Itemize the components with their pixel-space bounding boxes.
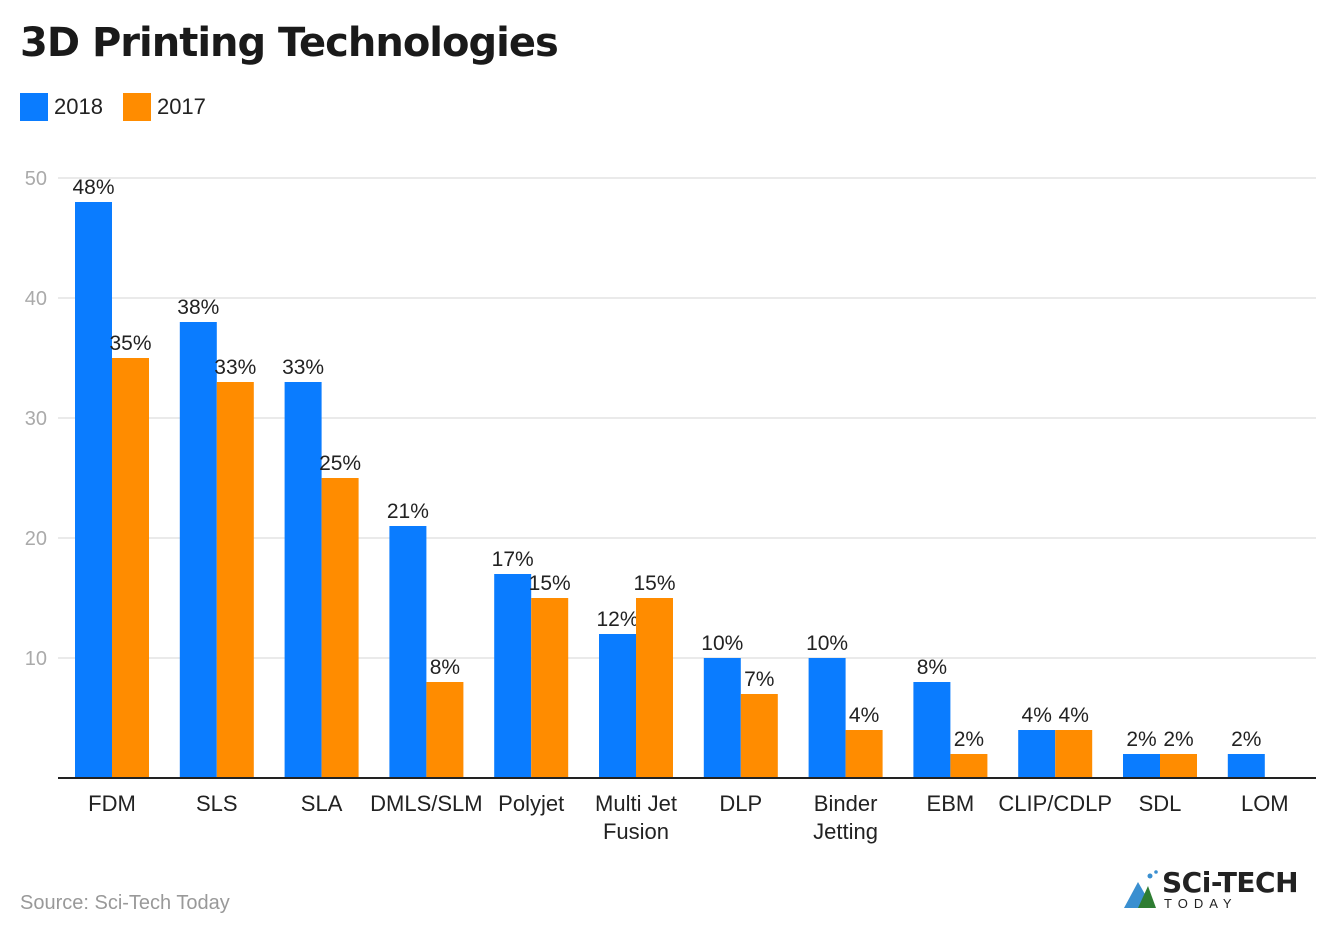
y-tick-label: 40 — [25, 288, 47, 310]
y-tick-label: 50 — [25, 168, 47, 190]
chart-title: 3D Printing Technologies — [20, 20, 559, 66]
x-tick-label: CLIP/CDLP — [998, 791, 1113, 816]
data-label: 2% — [954, 728, 984, 751]
bar-2018 — [1018, 730, 1056, 778]
data-label: 48% — [72, 176, 114, 199]
y-tick-label: 30 — [25, 408, 47, 430]
x-tick-label: FDM — [88, 791, 136, 816]
bar-2018 — [284, 382, 322, 778]
bar-2017 — [740, 694, 778, 778]
logo-text: SCi-TECH — [1162, 866, 1299, 899]
legend: 2018 2017 — [20, 93, 206, 121]
bar-2018 — [1227, 754, 1265, 778]
data-label: 12% — [596, 608, 638, 631]
x-tick-label: SLS — [196, 791, 238, 816]
x-tick-label: SDL — [1138, 791, 1182, 816]
legend-swatch-2017 — [122, 93, 151, 121]
data-label: 4% — [1059, 704, 1089, 727]
data-label: 4% — [1022, 704, 1052, 727]
bar-2018 — [703, 658, 741, 778]
bar-2017 — [426, 682, 464, 778]
x-tick-label: DLP — [719, 791, 763, 816]
x-tick-label: Multi Jet Fusion — [595, 791, 677, 844]
bar-2017 — [321, 478, 359, 778]
bar-2017 — [845, 730, 883, 778]
legend-swatch-2018 — [20, 93, 48, 121]
legend-item-2017: 2017 — [122, 93, 206, 121]
data-label: 10% — [701, 632, 743, 655]
data-label: 15% — [633, 572, 675, 595]
data-label: 8% — [430, 656, 460, 679]
bar-2018 — [1123, 754, 1160, 778]
y-tick-label: 10 — [25, 648, 47, 670]
logo-subtext: TODAY — [1164, 896, 1238, 911]
bar-2017 — [531, 598, 569, 778]
bar-2017 — [112, 358, 149, 778]
bar-2017 — [216, 382, 254, 778]
bar-2017 — [1160, 754, 1197, 778]
bar-2017 — [1055, 730, 1093, 778]
x-tick-label: LOM — [1240, 791, 1289, 816]
data-label: 2% — [1126, 728, 1156, 751]
bar-2018 — [75, 202, 112, 778]
legend-item-2018: 2018 — [20, 93, 103, 121]
data-label: 4% — [849, 704, 879, 727]
bar-2017 — [636, 598, 673, 778]
data-label: 33% — [214, 356, 256, 379]
data-label: 10% — [806, 632, 848, 655]
data-label: 8% — [917, 656, 947, 679]
x-tick-label: EBM — [926, 791, 975, 816]
data-label: 2% — [1231, 728, 1261, 751]
bar-2018 — [808, 658, 846, 778]
x-tick-label: Binder Jetting — [813, 791, 878, 844]
bar-2018 — [494, 574, 532, 778]
bar-2018 — [179, 322, 217, 778]
data-label: 38% — [177, 296, 219, 319]
data-label: 25% — [319, 452, 361, 475]
x-tick-label: DMLS/SLM — [370, 791, 483, 816]
logo-mark-icon — [1124, 870, 1158, 908]
legend-label-2017: 2017 — [156, 94, 206, 119]
sci-tech-logo: SCi-TECH TODAY — [1120, 866, 1300, 914]
data-label: 35% — [109, 332, 151, 355]
data-label: 15% — [529, 572, 571, 595]
source-note: Source: Sci-Tech Today — [20, 892, 230, 914]
x-tick-label: Polyjet — [498, 791, 565, 816]
data-label: 21% — [387, 500, 429, 523]
data-label: 17% — [492, 548, 534, 571]
legend-label-2018: 2018 — [54, 94, 103, 119]
bar-2017 — [950, 754, 988, 778]
bar-2018 — [913, 682, 951, 778]
bar-2018 — [599, 634, 636, 778]
bar-2018 — [389, 526, 427, 778]
x-tick-label: SLA — [300, 791, 343, 816]
y-tick-label: 20 — [25, 528, 47, 550]
data-label: 7% — [744, 668, 774, 691]
data-label: 33% — [282, 356, 324, 379]
data-label: 2% — [1163, 728, 1193, 751]
